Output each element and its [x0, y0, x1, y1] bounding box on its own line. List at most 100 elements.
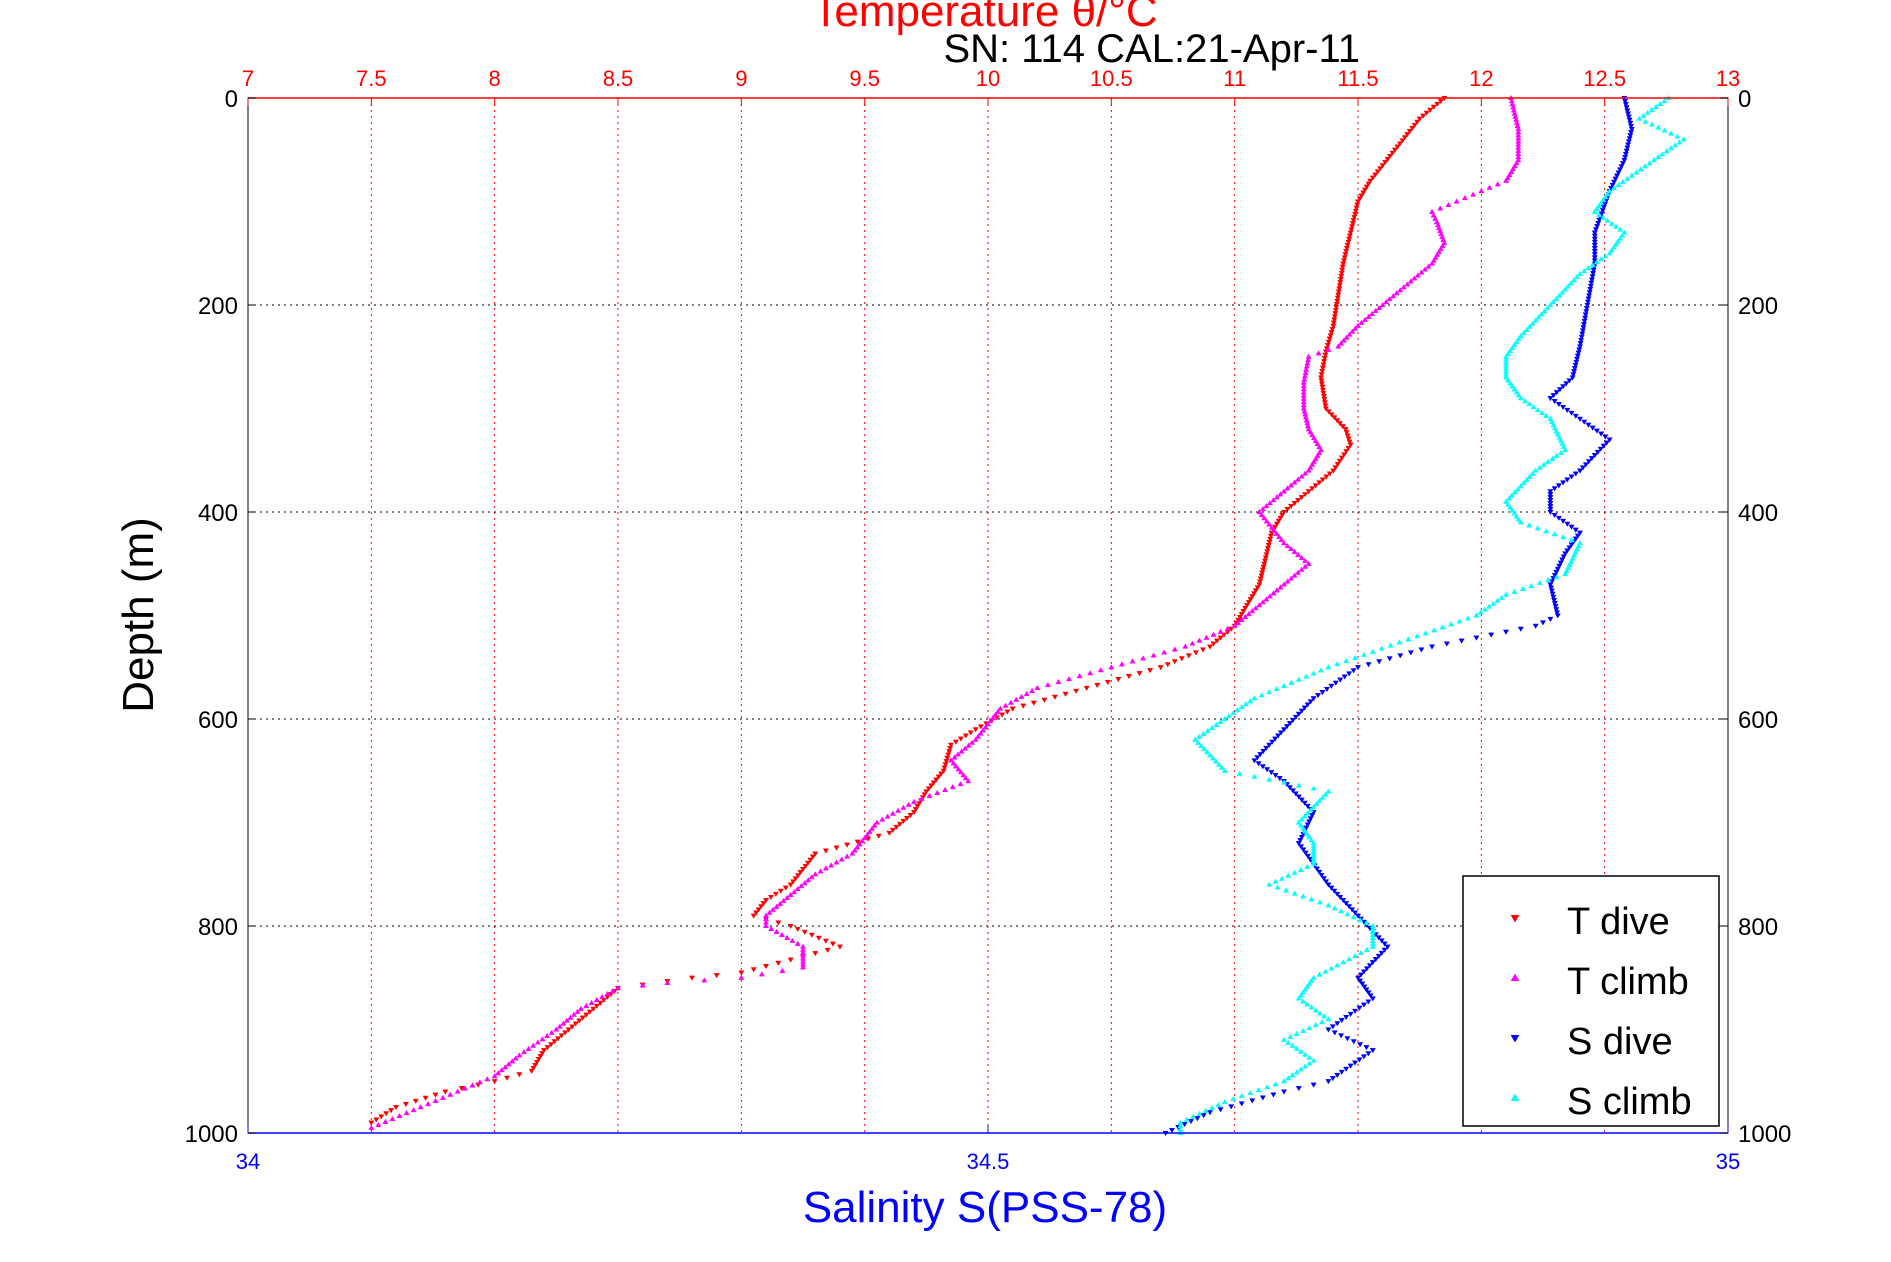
- data-point: [570, 1011, 577, 1017]
- data-point: [1020, 703, 1027, 709]
- data-point: [1606, 188, 1613, 194]
- data-point: [1566, 378, 1573, 384]
- data-point: [1513, 389, 1520, 395]
- data-point: [1247, 1089, 1254, 1096]
- data-point: [1541, 461, 1548, 467]
- data-point: [713, 973, 720, 979]
- data-point: [1541, 308, 1548, 314]
- data-point: [808, 932, 815, 938]
- data-point: [1548, 588, 1555, 594]
- data-point: [1486, 603, 1493, 609]
- data-point: [1618, 164, 1625, 170]
- data-point: [1393, 290, 1400, 296]
- data-point: [1529, 320, 1536, 326]
- data-point: [402, 1101, 409, 1108]
- data-point: [1560, 404, 1567, 411]
- data-point: [1234, 707, 1241, 713]
- data-point: [1511, 341, 1518, 347]
- data-point: [1526, 473, 1533, 479]
- data-point: [947, 757, 955, 763]
- data-point: [688, 975, 696, 981]
- data-point: [1625, 111, 1632, 117]
- data-point: [1387, 642, 1394, 648]
- data-point: [1377, 166, 1384, 172]
- data-point: [1421, 266, 1428, 272]
- data-point: [1285, 1075, 1292, 1081]
- data-point: [1534, 406, 1541, 413]
- data-point: [1520, 329, 1527, 336]
- data-point: [1192, 650, 1199, 656]
- data-point: [1161, 649, 1168, 655]
- data-point: [1357, 949, 1364, 955]
- data-point: [1346, 671, 1353, 677]
- data-point: [1304, 803, 1311, 810]
- data-point: [1322, 403, 1329, 409]
- data-point: [1568, 410, 1575, 417]
- data-point: [1556, 387, 1563, 393]
- data-point: [1580, 322, 1588, 328]
- data-point: [762, 898, 770, 904]
- data-point: [422, 1095, 429, 1101]
- data-point: [958, 748, 965, 754]
- data-point: [1346, 331, 1353, 337]
- data-point: [1331, 317, 1338, 323]
- data-point: [1295, 1086, 1302, 1092]
- data-point: [1365, 181, 1372, 187]
- data-point: [1264, 1084, 1271, 1090]
- data-point: [1507, 380, 1514, 386]
- data-point: [1536, 579, 1543, 586]
- data-point: [767, 894, 774, 901]
- data-point: [1576, 468, 1584, 474]
- data-point: [1360, 1002, 1367, 1008]
- data-point: [1315, 693, 1322, 699]
- data-point: [1346, 956, 1353, 962]
- data-point: [1331, 314, 1338, 320]
- data-point: [614, 985, 622, 991]
- data-point: [1595, 220, 1602, 227]
- data-point: [1326, 336, 1333, 342]
- data-point: [949, 783, 956, 790]
- data-point: [1343, 901, 1350, 907]
- data-point: [1367, 178, 1374, 184]
- data-point: [1585, 264, 1592, 271]
- depth-tick-label-left: 400: [198, 500, 238, 527]
- data-point: [1627, 133, 1634, 139]
- data-point: [1376, 304, 1383, 311]
- data-point: [1591, 453, 1598, 459]
- data-point: [1547, 504, 1554, 510]
- data-point: [1547, 501, 1554, 507]
- data-point: [797, 870, 804, 876]
- data-point: [952, 739, 959, 745]
- data-point: [1224, 625, 1231, 631]
- data-point: [1572, 536, 1579, 542]
- data-point: [1568, 524, 1575, 530]
- data-point: [1663, 148, 1670, 154]
- data-point: [1339, 264, 1346, 270]
- data-point: [1238, 1092, 1245, 1099]
- data-point: [1637, 166, 1644, 172]
- data-point: [1136, 671, 1143, 677]
- data-point: [1583, 309, 1590, 315]
- data-point: [1262, 555, 1269, 561]
- data-point: [1560, 384, 1567, 390]
- data-point: [807, 857, 814, 863]
- data-point: [1336, 283, 1343, 289]
- data-point: [1295, 794, 1302, 800]
- data-point: [1198, 742, 1205, 748]
- data-point: [1280, 727, 1288, 733]
- data-point: [576, 1018, 583, 1024]
- temperature-tick-label: 11: [1223, 66, 1246, 91]
- data-point: [1642, 163, 1649, 169]
- data-point: [540, 1048, 548, 1054]
- data-point: [1591, 242, 1598, 249]
- series-s-dive: [1162, 95, 1635, 1137]
- data-point: [1277, 584, 1284, 590]
- data-point: [903, 815, 910, 822]
- data-point: [1573, 359, 1580, 366]
- data-point: [1286, 721, 1293, 727]
- data-point: [1553, 295, 1560, 301]
- data-point: [1298, 797, 1305, 803]
- data-point: [952, 763, 959, 769]
- data-point: [1591, 230, 1598, 236]
- data-point: [1273, 587, 1280, 593]
